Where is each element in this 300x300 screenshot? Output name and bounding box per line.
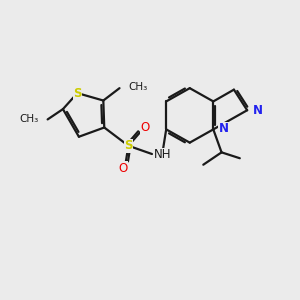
Text: S: S	[124, 139, 133, 152]
Text: N: N	[253, 104, 262, 117]
Text: N: N	[219, 122, 229, 135]
Text: O: O	[141, 121, 150, 134]
Text: S: S	[73, 87, 82, 100]
Text: NH: NH	[153, 148, 171, 161]
Text: CH₃: CH₃	[19, 114, 38, 124]
Text: CH₃: CH₃	[128, 82, 148, 92]
Text: O: O	[118, 162, 128, 175]
